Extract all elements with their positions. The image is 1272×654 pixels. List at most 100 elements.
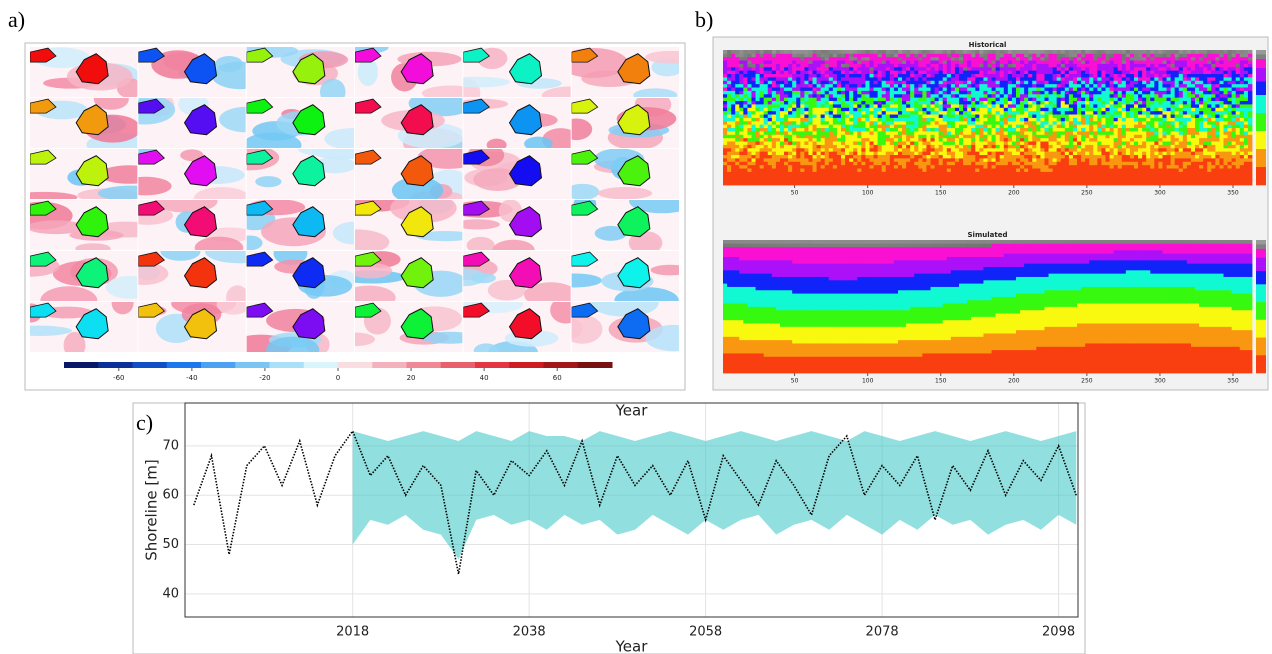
heatmap-cell bbox=[812, 107, 817, 112]
heatmap-cell bbox=[816, 53, 822, 58]
heatmap-cell bbox=[1186, 141, 1192, 145]
heatmap-cell bbox=[1166, 56, 1172, 61]
heatmap-cell bbox=[1129, 124, 1135, 129]
heatmap-cell bbox=[739, 80, 744, 85]
heatmap-cell bbox=[1085, 178, 1090, 183]
heatmap-cell bbox=[1178, 164, 1184, 169]
heatmap-cell bbox=[1056, 168, 1062, 172]
heatmap-cell bbox=[1146, 73, 1151, 78]
heatmap-cell bbox=[1174, 93, 1180, 98]
land bbox=[75, 155, 109, 187]
heatmap-cell bbox=[1044, 164, 1049, 169]
heatmap-cell bbox=[1178, 56, 1184, 61]
heatmap-cell bbox=[926, 158, 931, 162]
heatmap-cell bbox=[1089, 100, 1094, 105]
heatmap-cell bbox=[906, 63, 911, 68]
heatmap-cell bbox=[1015, 50, 1021, 54]
heatmap-cell bbox=[1044, 147, 1049, 152]
heatmap-cell bbox=[735, 83, 740, 88]
heatmap-cell bbox=[999, 56, 1005, 61]
heatmap-cell bbox=[784, 77, 789, 81]
heatmap-cell bbox=[910, 97, 915, 102]
heatmap-cell bbox=[1109, 87, 1115, 91]
heatmap-cell bbox=[832, 60, 838, 64]
heatmap-cell bbox=[763, 174, 769, 179]
heatmap-cell bbox=[1081, 168, 1086, 172]
heatmap-cell bbox=[816, 110, 822, 115]
heatmap-cell bbox=[747, 164, 752, 169]
heatmap-cell bbox=[1077, 144, 1082, 149]
heatmap-cell bbox=[1015, 131, 1021, 135]
heatmap-cell bbox=[1032, 60, 1037, 64]
heatmap-cell bbox=[869, 151, 874, 156]
heatmap-cell bbox=[926, 141, 931, 145]
heatmap-cell bbox=[739, 93, 744, 98]
heatmap-cell bbox=[861, 161, 866, 166]
heatmap-cell bbox=[1101, 77, 1106, 81]
heatmap-cell bbox=[804, 164, 809, 169]
heatmap-cell bbox=[1182, 137, 1188, 142]
heatmap-cell bbox=[942, 147, 948, 152]
heatmap-cell bbox=[910, 83, 915, 88]
heatmap-cell bbox=[1064, 107, 1070, 112]
heatmap-cell bbox=[1186, 127, 1192, 132]
heatmap-cell bbox=[836, 70, 842, 75]
heatmap-cell bbox=[1085, 164, 1090, 169]
heatmap-cell bbox=[1162, 104, 1167, 108]
heatmap-cell bbox=[1182, 73, 1188, 78]
heatmap-cell bbox=[1097, 87, 1102, 91]
heatmap-cell bbox=[922, 110, 927, 115]
heatmap-cell bbox=[971, 56, 976, 61]
heatmap-cell bbox=[906, 161, 911, 166]
heatmap-cell bbox=[727, 56, 732, 61]
heatmap-cell bbox=[731, 97, 736, 102]
heatmap-cell bbox=[1015, 66, 1021, 71]
heatmap-cell bbox=[723, 174, 728, 179]
heatmap-cell bbox=[804, 83, 809, 88]
heatmap-cell bbox=[889, 60, 895, 64]
heatmap-cell bbox=[1060, 171, 1066, 176]
heatmap-cell bbox=[1015, 147, 1021, 152]
heatmap-cell bbox=[763, 110, 769, 115]
anomaly bbox=[211, 61, 246, 90]
heatmap-cell bbox=[755, 158, 761, 162]
heatmap-cell bbox=[930, 144, 935, 149]
heatmap-cell bbox=[1113, 154, 1119, 159]
land bbox=[75, 53, 109, 85]
heatmap-cell bbox=[767, 114, 773, 118]
heatmap-cell bbox=[1072, 83, 1078, 88]
heatmap-cell bbox=[902, 120, 907, 125]
heatmap-cell bbox=[832, 73, 838, 78]
heatmap-cell bbox=[1101, 60, 1106, 64]
heatmap-cell bbox=[942, 104, 948, 108]
heatmap-cell bbox=[1182, 171, 1188, 176]
heatmap-cell bbox=[914, 127, 919, 132]
heatmap-cell bbox=[1178, 90, 1184, 95]
heatmap-cell bbox=[893, 60, 899, 64]
heatmap-cell bbox=[1089, 53, 1094, 58]
heatmap-cell bbox=[784, 70, 789, 75]
heatmap-cell bbox=[788, 77, 793, 81]
heatmap-cell bbox=[731, 73, 736, 78]
heatmap-cell bbox=[1133, 114, 1139, 118]
heatmap-cell bbox=[1036, 70, 1041, 75]
heatmap-cell bbox=[1162, 117, 1167, 122]
heatmap-cell bbox=[1190, 80, 1196, 85]
heatmap-cell bbox=[1077, 124, 1082, 129]
heatmap-cell bbox=[727, 110, 732, 115]
heatmap-cell bbox=[1044, 77, 1049, 81]
heatmap-cell bbox=[1162, 120, 1167, 125]
heatmap-cell bbox=[723, 73, 728, 78]
heatmap-cell bbox=[849, 93, 854, 98]
heatmap-cell bbox=[1125, 171, 1131, 176]
heatmap-cell bbox=[796, 141, 801, 145]
heatmap-cell bbox=[902, 60, 907, 64]
heatmap-cell bbox=[991, 80, 997, 85]
heatmap-cell bbox=[763, 164, 769, 169]
heatmap-cell bbox=[747, 87, 752, 91]
heatmap-cell bbox=[1125, 104, 1131, 108]
heatmap-cell bbox=[987, 110, 992, 115]
heatmap-cell bbox=[1117, 70, 1123, 75]
heatmap-cell bbox=[1109, 124, 1115, 129]
heatmap-cell bbox=[723, 124, 728, 129]
